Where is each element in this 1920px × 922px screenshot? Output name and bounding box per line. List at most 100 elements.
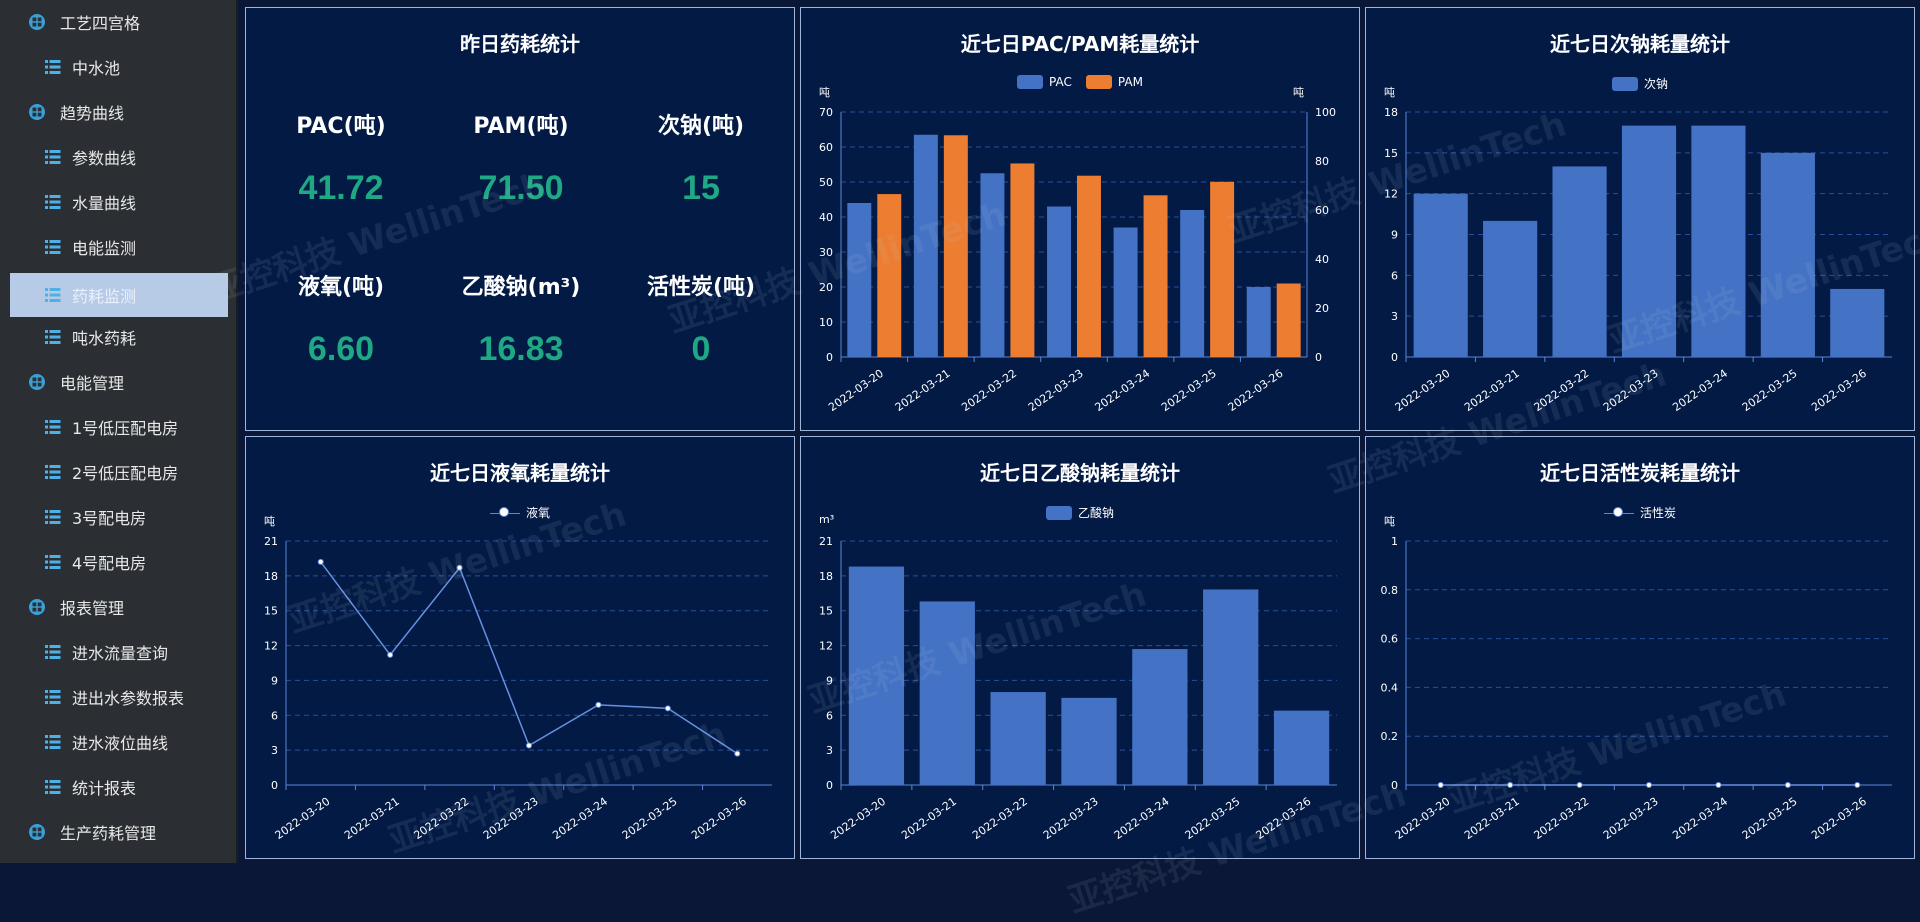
sidebar-item-17[interactable]: 进水液位曲线 bbox=[0, 719, 238, 764]
sidebar-item-3[interactable]: 趋势曲线 bbox=[0, 89, 238, 134]
sidebar-item-1[interactable]: 工艺四宫格 bbox=[0, 0, 238, 44]
y-right-tick-label: 60 bbox=[1315, 204, 1329, 217]
bar-PAC-2022-03-23[interactable] bbox=[1047, 206, 1071, 358]
data-point-2022-03-25[interactable] bbox=[1784, 782, 1791, 788]
chart-title: 近七日液氧耗量统计 bbox=[430, 461, 610, 485]
sidebar-item-label: 2号低压配电房 bbox=[72, 463, 179, 483]
data-point-2022-03-21[interactable] bbox=[387, 651, 394, 658]
y-tick-label: 6 bbox=[271, 709, 278, 722]
stat-label-lox: 液氧(吨) bbox=[297, 275, 385, 300]
sidebar-item-18[interactable]: 统计报表 bbox=[0, 764, 238, 809]
bar-乙酸钠-2022-03-26[interactable] bbox=[1273, 710, 1330, 785]
y-tick-label: 0.4 bbox=[1381, 681, 1399, 694]
chart-legend[interactable]: 乙酸钠 bbox=[801, 504, 1359, 521]
sidebar-item-6[interactable]: 电能监测 bbox=[0, 224, 238, 269]
bar-乙酸钠-2022-03-22[interactable] bbox=[990, 692, 1046, 785]
y-tick-label: 21 bbox=[819, 535, 833, 548]
data-point-2022-03-20[interactable] bbox=[1437, 782, 1444, 788]
sidebar-item-15[interactable]: 进水流量查询 bbox=[0, 629, 238, 674]
x-tick-label: 2022-03-20 bbox=[826, 367, 886, 414]
chart-title: 近七日次钠耗量统计 bbox=[1550, 32, 1730, 56]
data-point-2022-03-24[interactable] bbox=[1715, 782, 1722, 788]
stats-panel: 昨日药耗统计 PAC(吨) PAM(吨) 次钠(吨) 41.72 71.50 1… bbox=[245, 7, 795, 431]
bar-PAC-2022-03-26[interactable] bbox=[1246, 287, 1271, 357]
x-tick-label: 2022-03-24 bbox=[1670, 367, 1730, 414]
bar-PAC-2022-03-25[interactable] bbox=[1180, 210, 1205, 357]
panel-title: 昨日药耗统计 bbox=[460, 32, 580, 56]
sidebar-item-2[interactable]: 中水池 bbox=[0, 44, 238, 89]
sidebar-item-13[interactable]: 4号配电房 bbox=[0, 539, 238, 584]
bar-PAM-2022-03-24[interactable] bbox=[1143, 195, 1168, 357]
sidebar-item-4[interactable]: 参数曲线 bbox=[0, 134, 238, 179]
sidebar-item-19[interactable]: 生产药耗管理 bbox=[0, 809, 238, 854]
bar-次钠-2022-03-20[interactable] bbox=[1413, 193, 1468, 357]
chart-legend[interactable]: 活性炭 bbox=[1366, 504, 1914, 521]
carbon-chart-panel: 近七日活性炭耗量统计 活性炭吨 0 0.2 0.4 0.6 0.8 1 2022-03-20 20… bbox=[1365, 436, 1915, 859]
naclo-chart-panel: 近七日次钠耗量统计 次钠吨 0 3 6 9 12 15 18 2022-03-20 2022-03-… bbox=[1365, 7, 1915, 431]
bar-乙酸钠-2022-03-25[interactable] bbox=[1203, 589, 1259, 785]
data-point-2022-03-22[interactable] bbox=[456, 564, 463, 571]
bar-PAC-2022-03-21[interactable] bbox=[913, 134, 938, 357]
sidebar-item-9[interactable]: 电能管理 bbox=[0, 359, 238, 404]
list-icon bbox=[44, 463, 72, 481]
grid-globe-icon bbox=[28, 823, 60, 841]
bar-PAC-2022-03-22[interactable] bbox=[980, 173, 1005, 357]
bar-乙酸钠-2022-03-23[interactable] bbox=[1061, 697, 1117, 785]
sidebar-item-7[interactable]: 药耗监测 bbox=[10, 273, 228, 317]
sidebar-item-5[interactable]: 水量曲线 bbox=[0, 179, 238, 224]
x-tick-label: 2022-03-20 bbox=[1393, 367, 1453, 414]
bar-乙酸钠-2022-03-24[interactable] bbox=[1132, 649, 1188, 785]
bar-次钠-2022-03-25[interactable] bbox=[1760, 152, 1815, 357]
stat-value-pam: 71.50 bbox=[478, 169, 564, 207]
series-line bbox=[320, 561, 738, 755]
data-point-2022-03-20[interactable] bbox=[317, 558, 324, 565]
sidebar-item-11[interactable]: 2号低压配电房 bbox=[0, 449, 238, 494]
x-tick-label: 2022-03-26 bbox=[1226, 367, 1286, 414]
data-point-2022-03-21[interactable] bbox=[1507, 782, 1514, 788]
sidebar-item-12[interactable]: 3号配电房 bbox=[0, 494, 238, 539]
bar-PAC-2022-03-20[interactable] bbox=[847, 203, 872, 357]
sidebar-item-14[interactable]: 报表管理 bbox=[0, 584, 238, 629]
bar-乙酸钠-2022-03-20[interactable] bbox=[848, 566, 905, 785]
bar-次钠-2022-03-26[interactable] bbox=[1830, 288, 1885, 357]
x-tick-label: 2022-03-26 bbox=[689, 795, 749, 842]
grid-globe-icon bbox=[28, 373, 60, 391]
data-point-2022-03-26[interactable] bbox=[1854, 782, 1861, 788]
x-tick-label: 2022-03-20 bbox=[828, 795, 888, 842]
y-tick-label: 60 bbox=[819, 141, 833, 154]
bar-次钠-2022-03-21[interactable] bbox=[1483, 220, 1538, 357]
y-tick-label: 18 bbox=[819, 570, 833, 583]
x-tick-label: 2022-03-20 bbox=[1393, 795, 1453, 842]
bar-PAM-2022-03-25[interactable] bbox=[1210, 181, 1235, 357]
bar-次钠-2022-03-24[interactable] bbox=[1691, 125, 1746, 357]
bar-PAM-2022-03-23[interactable] bbox=[1077, 175, 1101, 357]
y-axis-unit: 吨 bbox=[1384, 515, 1395, 528]
bar-PAM-2022-03-20[interactable] bbox=[877, 194, 902, 357]
chart-legend[interactable]: PAC PAM bbox=[801, 75, 1359, 89]
bar-PAC-2022-03-24[interactable] bbox=[1113, 227, 1138, 358]
data-point-2022-03-24[interactable] bbox=[595, 701, 602, 708]
y-tick-label: 30 bbox=[819, 246, 833, 259]
bar-PAM-2022-03-21[interactable] bbox=[943, 135, 968, 357]
chart-legend[interactable]: 液氧 bbox=[246, 504, 794, 521]
data-point-2022-03-23[interactable] bbox=[1646, 782, 1652, 788]
data-point-2022-03-22[interactable] bbox=[1576, 782, 1583, 788]
data-point-2022-03-26[interactable] bbox=[734, 750, 741, 757]
data-point-2022-03-23[interactable] bbox=[526, 742, 532, 749]
x-tick-label: 2022-03-23 bbox=[1041, 795, 1101, 842]
bar-次钠-2022-03-23[interactable] bbox=[1621, 125, 1677, 357]
x-tick-label: 2022-03-26 bbox=[1809, 795, 1869, 842]
bar-次钠-2022-03-22[interactable] bbox=[1552, 166, 1607, 357]
sidebar-item-16[interactable]: 进出水参数报表 bbox=[0, 674, 238, 719]
y-axis-unit: 吨 bbox=[264, 515, 275, 528]
chart-legend[interactable]: 次钠 bbox=[1366, 75, 1914, 92]
legend-label: 活性炭 bbox=[1639, 506, 1676, 520]
bar-乙酸钠-2022-03-21[interactable] bbox=[919, 601, 975, 785]
sidebar-item-8[interactable]: 吨水药耗 bbox=[0, 314, 238, 359]
data-point-2022-03-25[interactable] bbox=[664, 705, 671, 712]
sidebar-item-10[interactable]: 1号低压配电房 bbox=[0, 404, 238, 449]
chart-svg: 0 3 6 9 12 15 18 2022-03-20 2022-03-21 2022-03-22… bbox=[1384, 106, 1892, 414]
bar-PAM-2022-03-22[interactable] bbox=[1010, 163, 1035, 357]
list-icon bbox=[44, 238, 72, 256]
bar-PAM-2022-03-26[interactable] bbox=[1276, 283, 1301, 358]
